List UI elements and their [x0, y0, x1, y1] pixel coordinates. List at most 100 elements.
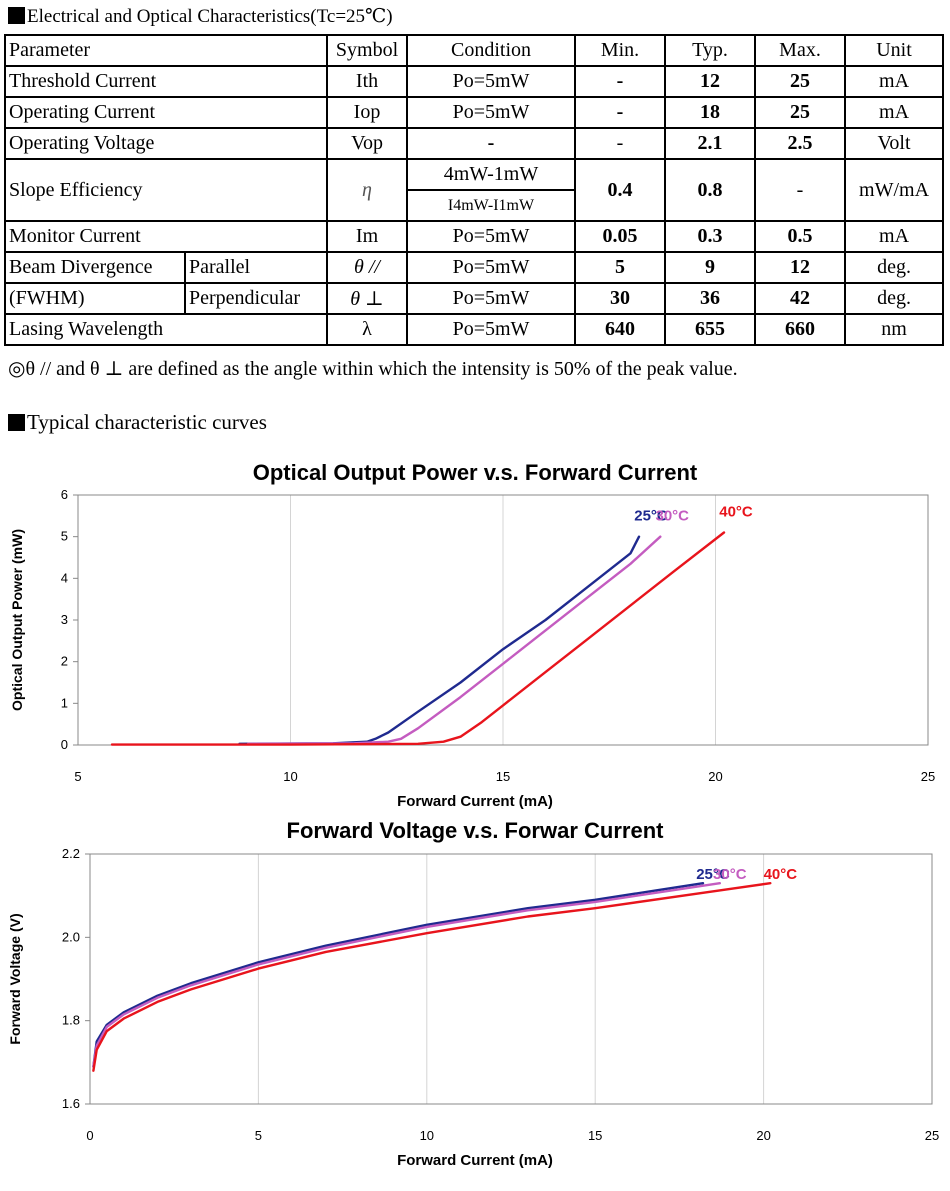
- param-cell: Threshold Current: [3, 65, 329, 98]
- unit-cell: mA: [844, 96, 945, 129]
- curves-section-title: Typical characteristic curves: [8, 410, 267, 434]
- symbol-cell: Vop: [326, 127, 409, 160]
- max-cell: 0.5: [754, 220, 847, 253]
- x-tick-label: 0: [86, 1128, 93, 1143]
- param-cell: Lasing Wavelength: [3, 313, 329, 346]
- condition-cell: -: [406, 127, 577, 160]
- series-line-30c: [246, 535, 662, 745]
- forward-voltage-chart: Forward Voltage v.s. Forwar Current 0 5 10 1…: [7, 818, 939, 1169]
- characteristics-section-title: Electrical and Optical Characteristics(T…: [8, 5, 393, 29]
- x-tick-label: 25: [925, 1128, 939, 1143]
- y-tick-label: 5: [61, 529, 68, 544]
- y-tick-label: 1.8: [62, 1013, 80, 1028]
- condition-cell: Po=5mW: [406, 96, 577, 129]
- table-row-beam-parallel: Beam Divergence Parallel θ // Po=5mW 5 9…: [4, 251, 945, 284]
- divergence-note: ◎θ // and θ ⊥ are defined as the angle w…: [8, 358, 738, 380]
- table-row-slope-efficiency: Slope Efficiency η 4mW-1mW 0.4 0.8 - mW/…: [3, 158, 945, 222]
- typ-cell: 36: [664, 282, 757, 315]
- symbol-cell: Ith: [326, 65, 409, 98]
- header-parameter: Parameter: [3, 34, 329, 67]
- min-cell: -: [574, 65, 667, 98]
- series-label-30c: 30°C: [655, 508, 689, 525]
- condition-cell: Po=5mW: [406, 313, 577, 346]
- x-tick-label: 15: [588, 1128, 602, 1143]
- condition-cell: Po=5mW: [406, 282, 577, 315]
- param-cell: (FWHM): [4, 282, 186, 315]
- series-label-40c: 40°C: [764, 866, 798, 883]
- y-tick-label: 2.2: [62, 846, 80, 861]
- table-row-monitor-current: Monitor Current Im Po=5mW 0.05 0.3 0.5 m…: [3, 220, 945, 253]
- series-line-40c: [110, 531, 726, 746]
- table-row-lasing-wavelength: Lasing Wavelength λ Po=5mW 640 655 660 n…: [3, 313, 945, 346]
- unit-cell: mA: [844, 65, 945, 98]
- x-tick-label: 20: [756, 1128, 770, 1143]
- min-cell: -: [574, 96, 667, 129]
- unit-cell: nm: [844, 313, 945, 346]
- y-tick-label: 6: [61, 487, 68, 502]
- y-tick-label: 2: [61, 654, 68, 669]
- condition-cell-bottom: I4mW-I1mW: [406, 189, 577, 222]
- sub-param-cell: Parallel: [183, 251, 329, 284]
- max-cell: -: [754, 158, 847, 222]
- typ-cell: 2.1: [664, 127, 757, 160]
- min-cell: 5: [574, 251, 667, 284]
- param-cell: Operating Voltage: [3, 127, 329, 160]
- section-square-icon: [8, 7, 25, 24]
- series-label-25c: 25°C: [634, 508, 668, 525]
- table-row-threshold-current: Threshold Current Ith Po=5mW - 12 25 mA: [3, 65, 945, 98]
- symbol-cell: Iop: [326, 96, 409, 129]
- x-tick-label: 25: [921, 769, 935, 784]
- min-cell: 0.05: [574, 220, 667, 253]
- sub-param-cell: Perpendicular: [183, 282, 329, 315]
- y-axis-label: Forward Voltage (V): [7, 913, 23, 1044]
- curves-title-text: Typical characteristic curves: [27, 410, 267, 434]
- header-symbol: Symbol: [326, 34, 409, 67]
- chart-title: Optical Output Power v.s. Forward Curren…: [253, 460, 698, 485]
- header-min: Min.: [574, 34, 667, 67]
- max-cell: 2.5: [754, 127, 847, 160]
- param-cell: Monitor Current: [3, 220, 329, 253]
- series-label-25c: 25°C: [696, 866, 730, 883]
- table-row-beam-perpendicular: (FWHM) Perpendicular θ ⊥ Po=5mW 30 36 42…: [4, 282, 945, 315]
- chart-title: Forward Voltage v.s. Forwar Current: [287, 818, 665, 843]
- condition-cell-top: 4mW-1mW: [406, 158, 577, 191]
- symbol-cell: λ: [326, 313, 409, 346]
- series-line-25c: [92, 881, 705, 1068]
- unit-cell: mA: [844, 220, 945, 253]
- max-cell: 25: [754, 65, 847, 98]
- min-cell: -: [574, 127, 667, 160]
- unit-cell: mW/mA: [844, 158, 945, 222]
- max-cell: 25: [754, 96, 847, 129]
- symbol-cell: θ ⊥: [326, 282, 409, 315]
- typ-cell: 0.8: [664, 158, 757, 222]
- min-cell: 0.4: [574, 158, 667, 222]
- series-line-40c: [92, 881, 772, 1072]
- characteristics-title-text: Electrical and Optical Characteristics(T…: [27, 6, 393, 27]
- y-axis-label: Optical Output Power (mW): [9, 529, 25, 711]
- characteristics-table: Parameter Symbol Condition Min. Typ. Max…: [3, 34, 945, 346]
- series-label-40c: 40°C: [719, 504, 753, 521]
- param-cell: Slope Efficiency: [3, 158, 329, 222]
- x-tick-label: 5: [255, 1128, 262, 1143]
- max-cell: 12: [754, 251, 847, 284]
- condition-cell: Po=5mW: [406, 220, 577, 253]
- unit-cell: deg.: [844, 251, 945, 284]
- param-cell: Operating Current: [3, 96, 329, 129]
- table-row-operating-voltage: Operating Voltage Vop - - 2.1 2.5 Volt: [3, 127, 945, 160]
- header-typ: Typ.: [664, 34, 757, 67]
- series-label-30c: 30°C: [713, 866, 747, 883]
- y-tick-label: 1.6: [62, 1096, 80, 1111]
- header-max: Max.: [754, 34, 847, 67]
- typ-cell: 12: [664, 65, 757, 98]
- x-tick-label: 5: [74, 769, 81, 784]
- x-tick-label: 10: [283, 769, 297, 784]
- header-condition: Condition: [406, 34, 577, 67]
- param-cell: Beam Divergence: [4, 251, 186, 284]
- x-axis-label: Forward Current (mA): [397, 1152, 553, 1169]
- series-line-30c: [92, 881, 721, 1068]
- min-cell: 640: [574, 313, 667, 346]
- typ-cell: 655: [664, 313, 757, 346]
- typ-cell: 9: [664, 251, 757, 284]
- unit-cell: Volt: [844, 127, 945, 160]
- y-tick-label: 1: [61, 695, 68, 710]
